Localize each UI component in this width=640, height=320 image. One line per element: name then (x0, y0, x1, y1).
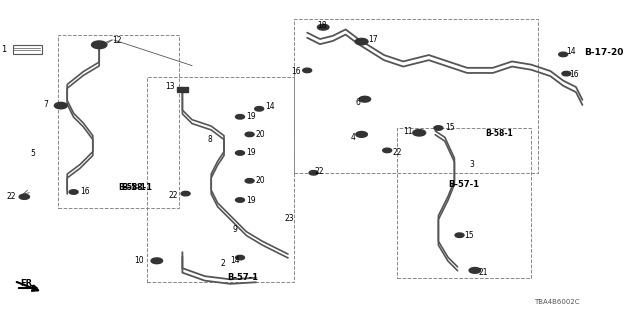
Bar (294, 19, 538, 173)
Circle shape (359, 96, 371, 102)
Text: 16: 16 (291, 67, 301, 76)
Circle shape (356, 132, 367, 137)
Text: 19: 19 (246, 148, 256, 157)
Text: B-58-1: B-58-1 (118, 183, 146, 192)
Text: 3: 3 (469, 160, 474, 169)
Text: 2: 2 (221, 260, 225, 268)
Circle shape (181, 191, 190, 196)
Text: FR.: FR. (20, 279, 36, 288)
Text: 23: 23 (285, 214, 294, 223)
Circle shape (92, 41, 107, 49)
Circle shape (562, 71, 571, 76)
Circle shape (54, 102, 67, 109)
Text: 14: 14 (566, 47, 576, 56)
Bar (147, 77, 294, 282)
Circle shape (559, 52, 568, 57)
Text: 15: 15 (464, 231, 474, 240)
Circle shape (383, 148, 392, 153)
Text: 14: 14 (230, 256, 240, 265)
Text: B-17-20: B-17-20 (584, 48, 623, 57)
Circle shape (413, 130, 426, 136)
Text: 10: 10 (134, 256, 144, 265)
Circle shape (151, 258, 163, 264)
Circle shape (236, 198, 244, 202)
Circle shape (245, 179, 254, 183)
Circle shape (309, 171, 318, 175)
Text: 22: 22 (315, 167, 324, 176)
Text: 11: 11 (403, 127, 413, 136)
Circle shape (455, 233, 464, 237)
Text: 20: 20 (256, 176, 266, 185)
Text: 15: 15 (445, 123, 454, 132)
Text: 19: 19 (246, 112, 256, 121)
Circle shape (245, 132, 254, 137)
Circle shape (236, 115, 244, 119)
Circle shape (19, 194, 29, 199)
Text: 22: 22 (392, 148, 402, 156)
Text: 9: 9 (232, 225, 237, 234)
Circle shape (236, 151, 244, 155)
Text: B-57-1: B-57-1 (227, 273, 259, 282)
Bar (58, 35, 179, 208)
Text: 16: 16 (80, 188, 90, 196)
Circle shape (434, 126, 443, 130)
Circle shape (236, 255, 244, 260)
Circle shape (317, 24, 329, 30)
Text: 1: 1 (1, 45, 6, 54)
Text: 14: 14 (266, 102, 275, 111)
Text: 21: 21 (479, 268, 488, 277)
Text: 7: 7 (44, 100, 49, 108)
Text: 20: 20 (256, 130, 266, 139)
Text: B-57-1: B-57-1 (448, 180, 479, 189)
Text: 17: 17 (368, 35, 378, 44)
Circle shape (69, 190, 78, 194)
Text: 13: 13 (165, 82, 175, 91)
Bar (177, 87, 188, 92)
Circle shape (255, 107, 264, 111)
Text: 22: 22 (6, 192, 16, 201)
Text: 22: 22 (168, 191, 178, 200)
Text: 4: 4 (351, 133, 356, 142)
Circle shape (469, 268, 481, 273)
Circle shape (303, 68, 312, 73)
Text: B-58-1: B-58-1 (122, 183, 153, 192)
Text: 16: 16 (570, 70, 579, 79)
Text: 19: 19 (246, 196, 256, 204)
Text: 12: 12 (112, 36, 122, 44)
Text: 18: 18 (317, 21, 327, 30)
Circle shape (355, 38, 368, 45)
Text: 8: 8 (208, 135, 212, 144)
Bar (397, 128, 531, 278)
Text: 5: 5 (31, 149, 36, 158)
Text: 6: 6 (355, 98, 360, 107)
Text: TBA4B6002C: TBA4B6002C (534, 299, 580, 305)
Text: B-58-1: B-58-1 (485, 129, 513, 138)
